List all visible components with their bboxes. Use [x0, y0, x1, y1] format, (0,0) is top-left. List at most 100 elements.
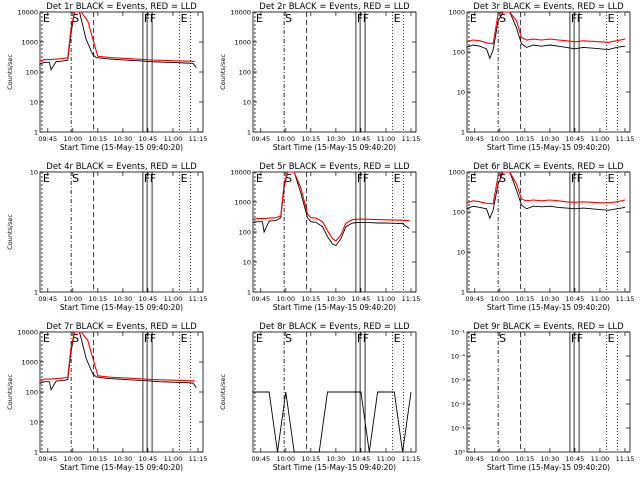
- event-marker-label: E: [43, 12, 50, 25]
- event-marker-label: E: [608, 332, 615, 345]
- x-tick-label: 09:45: [38, 455, 57, 463]
- chart-panel: Det 9r BLACK = Events, RED = LLD 10⁰ 10⁻¹ 1…: [451, 322, 635, 472]
- x-tick-label: 11:00: [377, 295, 396, 303]
- event-marker-label: F: [363, 332, 369, 345]
- event-marker-label: S: [285, 172, 292, 185]
- series-line-events: [252, 171, 410, 247]
- event-marker-label: S: [499, 172, 506, 185]
- x-tick-label: 10:30: [541, 295, 560, 303]
- x-tick-label: 09:45: [465, 135, 484, 143]
- x-tick-label: 11:15: [189, 455, 208, 463]
- y-axis-label: Counts/sec: [219, 54, 227, 90]
- chart-title: Det 4r BLACK = Events, RED = LLD: [46, 162, 197, 172]
- event-marker-label: F: [577, 172, 583, 185]
- event-marker-label: F: [150, 12, 156, 25]
- event-marker-label: F: [571, 332, 577, 345]
- event-marker-label: F: [357, 172, 363, 185]
- y-tick-label: 10: [457, 89, 465, 97]
- x-axis-label: Start Time (15-May-15 09:40:20): [60, 463, 183, 472]
- x-tick-label: 10:30: [114, 295, 133, 303]
- x-tick-label: 10:15: [515, 135, 534, 143]
- x-tick-label: 10:15: [301, 455, 320, 463]
- event-marker-label: E: [394, 12, 401, 25]
- y-tick-label: 100: [453, 209, 465, 217]
- y-tick-label: 100: [26, 69, 38, 77]
- x-tick-label: 11:15: [189, 295, 208, 303]
- x-tick-label: 10:00: [490, 295, 509, 303]
- event-marker-label: E: [256, 172, 263, 185]
- event-marker-label: E: [43, 332, 50, 345]
- series-line-events: [466, 11, 626, 60]
- y-tick-label: 1: [461, 129, 465, 137]
- event-marker-label: F: [571, 172, 577, 185]
- x-tick-label: 10:45: [352, 135, 371, 143]
- event-marker-label: F: [571, 12, 577, 25]
- event-marker-label: F: [577, 12, 583, 25]
- chart-title: Det 3r BLACK = Events, RED = LLD: [473, 2, 624, 12]
- event-marker-label: F: [357, 332, 363, 345]
- x-tick-label: 10:15: [301, 135, 320, 143]
- x-axis-label: Start Time (15-May-15 09:40:20): [273, 143, 396, 152]
- x-tick-label: 11:15: [189, 135, 208, 143]
- x-axis-label: Start Time (15-May-15 09:40:20): [60, 143, 183, 152]
- y-axis-label: Counts/sec: [219, 374, 227, 410]
- x-tick-label: 09:45: [251, 135, 270, 143]
- chart-panel: Det 6r BLACK = Events, RED = LLD 1 10 100 10…: [448, 162, 634, 312]
- x-tick-label: 10:15: [88, 295, 107, 303]
- x-tick-label: 11:00: [164, 135, 183, 143]
- event-marker-label: F: [150, 332, 156, 345]
- x-tick-label: 11:15: [402, 455, 421, 463]
- x-tick-label: 10:30: [327, 135, 346, 143]
- event-marker-label: E: [181, 172, 188, 185]
- y-tick-label: 10: [243, 99, 251, 107]
- x-axis-label: Start Time (15-May-15 09:40:20): [273, 463, 396, 472]
- event-marker-label: S: [285, 332, 292, 345]
- x-tick-label: 10:45: [352, 455, 371, 463]
- series-line-events: [252, 391, 412, 453]
- y-tick-label: 1000: [448, 9, 465, 17]
- series-line-events: [39, 331, 197, 391]
- x-tick-label: 10:00: [63, 455, 82, 463]
- y-tick-label: 1000: [21, 359, 38, 367]
- chart-title: Det 7r BLACK = Events, RED = LLD: [46, 322, 197, 332]
- y-tick-label: 100: [453, 49, 465, 57]
- event-marker-label: E: [394, 172, 401, 185]
- x-tick-label: 10:00: [63, 135, 82, 143]
- y-tick-label: 100: [26, 389, 38, 397]
- x-tick-label: 10:45: [566, 135, 585, 143]
- y-axis-label: Counts/sec: [6, 374, 14, 410]
- y-tick-label: 10: [30, 99, 38, 107]
- event-marker-label: E: [43, 172, 50, 185]
- event-marker-label: S: [499, 332, 506, 345]
- x-tick-label: 10:00: [63, 295, 82, 303]
- event-marker-label: E: [181, 332, 188, 345]
- event-marker-label: S: [72, 172, 79, 185]
- chart-panel: Det 5r BLACK = Events, RED = LLD 1 10 100 10…: [230, 162, 420, 312]
- event-marker-label: E: [470, 12, 477, 25]
- series-line-events: [466, 171, 626, 220]
- y-axis-label: Counts/sec: [6, 214, 14, 250]
- event-marker-label: F: [363, 172, 369, 185]
- x-tick-label: 11:00: [164, 295, 183, 303]
- y-tick-label: 1000: [234, 199, 251, 207]
- event-marker-label: E: [470, 332, 477, 345]
- x-tick-label: 09:45: [38, 295, 57, 303]
- event-marker-label: S: [499, 12, 506, 25]
- y-tick-label: 1000: [448, 169, 465, 177]
- x-tick-label: 10:15: [301, 295, 320, 303]
- x-tick-label: 10:15: [515, 295, 534, 303]
- x-tick-label: 11:15: [402, 295, 421, 303]
- event-marker-label: F: [357, 12, 363, 25]
- x-axis-label: Start Time (15-May-15 09:40:20): [273, 303, 396, 312]
- x-tick-label: 10:15: [88, 135, 107, 143]
- y-tick-label: 10000: [230, 169, 251, 177]
- chart-title: Det 1r BLACK = Events, RED = LLD: [46, 2, 197, 12]
- x-tick-label: 11:15: [616, 295, 635, 303]
- y-tick-label: 10⁻⁴: [451, 353, 466, 361]
- x-axis-label: Start Time (15-May-15 09:40:20): [60, 303, 183, 312]
- y-tick-label: 10000: [17, 9, 38, 17]
- x-tick-label: 10:00: [276, 135, 295, 143]
- y-tick-label: 100: [239, 69, 251, 77]
- event-marker-label: F: [144, 332, 150, 345]
